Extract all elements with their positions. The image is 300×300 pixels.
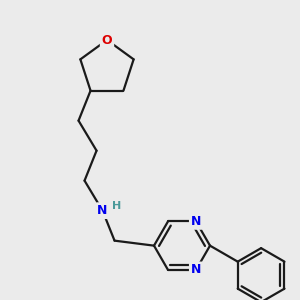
Text: N: N bbox=[191, 263, 201, 276]
Text: N: N bbox=[191, 215, 201, 228]
Text: O: O bbox=[102, 34, 112, 46]
Text: H: H bbox=[112, 201, 121, 211]
Text: N: N bbox=[98, 204, 108, 217]
